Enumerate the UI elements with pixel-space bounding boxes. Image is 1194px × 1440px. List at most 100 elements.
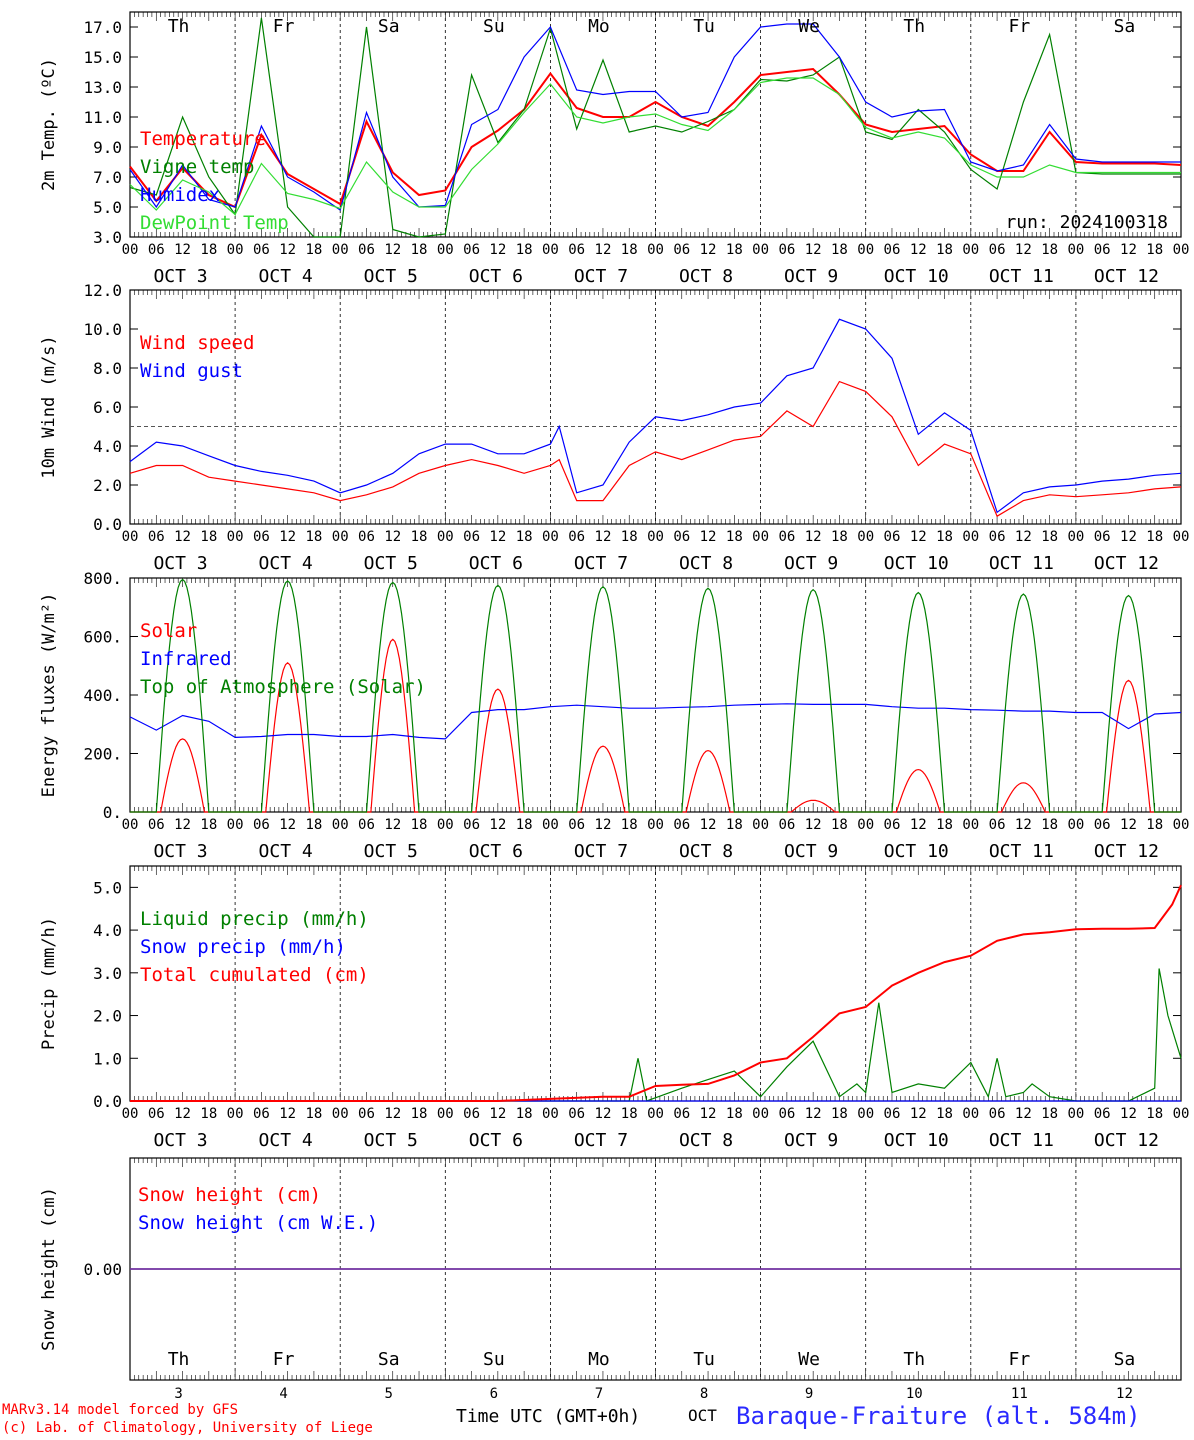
- x-hour-label: 00: [332, 242, 349, 258]
- y-tick-label: 0.: [103, 803, 122, 822]
- x-hour-label: 06: [148, 1106, 165, 1122]
- x-hour-label: 00: [752, 817, 769, 833]
- x-hour-label: 12: [595, 242, 612, 258]
- x-hour-label: 00: [752, 529, 769, 545]
- y-tick-label: 4.0: [93, 921, 122, 940]
- day-name-top: Mo: [588, 16, 610, 37]
- y-tick-label: 17.0: [83, 18, 122, 37]
- x-axis-label: Time UTC (GMT+0h): [456, 1406, 641, 1427]
- x-hour-label: 18: [305, 242, 322, 258]
- x-hour-label: 00: [122, 1106, 139, 1122]
- day-number-bottom: 9: [805, 1386, 813, 1402]
- y-tick-label: 7.0: [93, 168, 122, 187]
- x-hour-label: 06: [673, 242, 690, 258]
- x-date-label: OCT 6: [469, 553, 523, 574]
- y-tick-label: 3.0: [93, 964, 122, 983]
- x-date-label: OCT 3: [153, 266, 207, 287]
- x-hour-label: 00: [1173, 1106, 1190, 1122]
- model-credit: MARv3.14 model forced by GFS: [2, 1402, 239, 1418]
- x-date-label: OCT 7: [574, 1130, 628, 1151]
- series-line-total-cumulated-cm-: [130, 884, 1182, 1102]
- x-date-label: OCT 9: [784, 266, 838, 287]
- x-hour-label: 18: [516, 1106, 533, 1122]
- x-hour-label: 18: [726, 529, 743, 545]
- run-label: run: 2024100318: [1005, 212, 1168, 233]
- x-hour-label: 00: [227, 1106, 244, 1122]
- x-hour-label: 12: [805, 242, 822, 258]
- panel-5: [129, 1157, 1182, 1381]
- x-hour-label: 00: [437, 529, 454, 545]
- x-hour-label: 06: [463, 242, 480, 258]
- x-hour-label: 18: [516, 242, 533, 258]
- x-date-label: OCT 5: [364, 266, 418, 287]
- x-date-label: OCT 12: [1094, 1130, 1159, 1151]
- x-hour-label: 06: [253, 529, 270, 545]
- panel-1: [129, 11, 1182, 238]
- legend-entry: Liquid precip (mm/h): [140, 908, 369, 930]
- x-hour-label: 18: [621, 529, 638, 545]
- x-hour-label: 12: [700, 529, 717, 545]
- x-hour-label: 12: [700, 817, 717, 833]
- y-axis-label: 10m Wind (m/s): [39, 335, 59, 478]
- series-line-solar: [130, 638, 1181, 813]
- x-hour-label: 00: [437, 1106, 454, 1122]
- x-hour-label: 12: [489, 242, 506, 258]
- x-hour-label: 12: [174, 529, 191, 545]
- legend-entry: Solar: [140, 620, 197, 642]
- y-axis-label: Snow height (cm): [39, 1187, 59, 1351]
- panel-3: [129, 577, 1182, 813]
- x-hour-label: 00: [332, 817, 349, 833]
- x-hour-label: 00: [647, 529, 664, 545]
- day-name-bottom: Sa: [378, 1349, 400, 1370]
- x-hour-label: 00: [752, 242, 769, 258]
- x-hour-label: 06: [463, 529, 480, 545]
- x-date-label: OCT 3: [153, 553, 207, 574]
- x-hour-label: 06: [253, 242, 270, 258]
- x-hour-label: 18: [936, 1106, 953, 1122]
- x-date-label: OCT 8: [679, 841, 733, 862]
- legend-entry: Snow height (cm W.E.): [138, 1212, 378, 1234]
- x-hour-label: 18: [621, 242, 638, 258]
- x-hour-label: 06: [253, 1106, 270, 1122]
- x-hour-label: 12: [384, 529, 401, 545]
- legend-entry: Snow precip (mm/h): [140, 936, 346, 958]
- x-hour-label: 06: [1094, 529, 1111, 545]
- x-date-label: OCT 6: [469, 266, 523, 287]
- day-name-bottom: Su: [483, 1349, 505, 1370]
- x-hour-label: 00: [227, 242, 244, 258]
- x-hour-label: 00: [122, 242, 139, 258]
- day-name-top: Th: [903, 16, 925, 37]
- day-name-top: Sa: [378, 16, 400, 37]
- x-hour-label: 12: [174, 817, 191, 833]
- x-hour-label: 12: [805, 817, 822, 833]
- legend-entry: Temperature: [140, 128, 266, 150]
- x-hour-label: 06: [358, 1106, 375, 1122]
- x-hour-label: 00: [857, 817, 874, 833]
- y-tick-label: 200.: [83, 745, 122, 764]
- day-name-top: Su: [483, 16, 505, 37]
- x-hour-label: 00: [332, 1106, 349, 1122]
- x-hour-label: 06: [358, 817, 375, 833]
- x-hour-label: 12: [910, 817, 927, 833]
- day-name-bottom: Th: [168, 1349, 190, 1370]
- x-hour-label: 00: [227, 529, 244, 545]
- x-hour-label: 12: [384, 1106, 401, 1122]
- x-hour-label: 12: [1120, 242, 1137, 258]
- x-hour-label: 18: [1146, 817, 1163, 833]
- x-date-label: OCT 5: [364, 1130, 418, 1151]
- x-hour-label: 12: [910, 529, 927, 545]
- x-hour-label: 00: [542, 242, 559, 258]
- series-line-temperature: [129, 67, 1182, 209]
- x-hour-label: 12: [1015, 1106, 1032, 1122]
- day-number-bottom: 11: [1011, 1386, 1028, 1402]
- series-line-wind-gust: [129, 318, 1182, 514]
- y-tick-label: 4.0: [93, 437, 122, 456]
- day-name-bottom: Fr: [273, 1349, 295, 1370]
- x-hour-label: 18: [200, 1106, 217, 1122]
- day-number-bottom: 6: [490, 1386, 498, 1402]
- y-tick-label: 5.0: [93, 878, 122, 897]
- x-hour-label: 06: [884, 529, 901, 545]
- x-hour-label: 00: [1067, 242, 1084, 258]
- x-hour-label: 12: [805, 529, 822, 545]
